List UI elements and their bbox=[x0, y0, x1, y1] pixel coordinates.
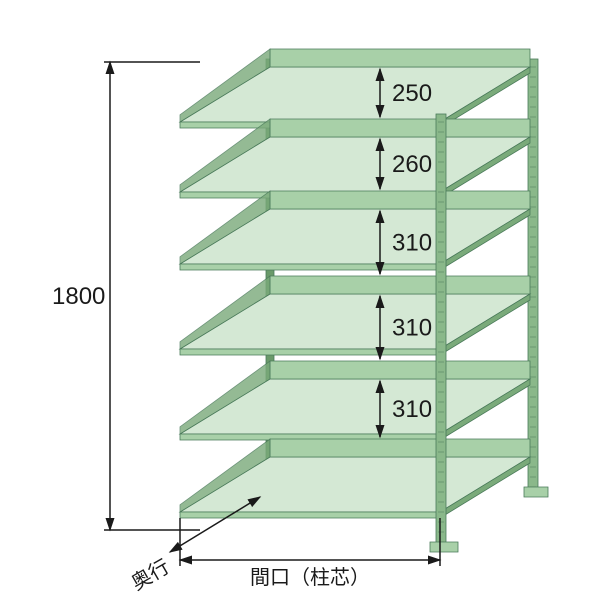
shelving-diagram-svg: 1800 250 260 310 310 310 間口（柱芯） 奥行 bbox=[0, 0, 600, 600]
shelf-gap-label: 260 bbox=[392, 151, 432, 178]
overall-height-label: 1800 bbox=[52, 283, 105, 310]
shelf-gap-label: 310 bbox=[392, 315, 432, 342]
shelf-gap-label: 310 bbox=[392, 396, 432, 423]
diagram-container: 1800 250 260 310 310 310 間口（柱芯） 奥行 bbox=[0, 0, 600, 600]
shelf-gap-label: 250 bbox=[392, 80, 432, 107]
width-label: 間口（柱芯） bbox=[250, 566, 370, 589]
shelf-gap-label: 310 bbox=[392, 230, 432, 257]
depth-label: 奥行 bbox=[127, 555, 173, 595]
